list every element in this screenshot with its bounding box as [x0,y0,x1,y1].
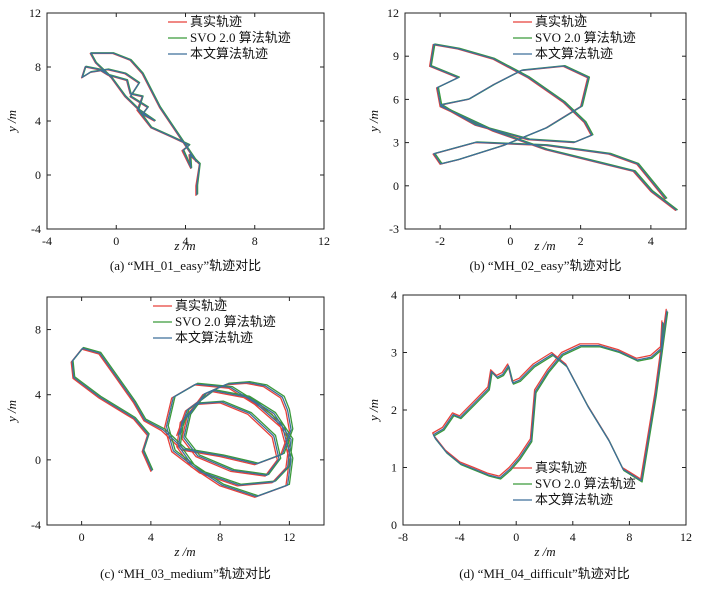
chart-caption: (c) “MH_03_medium”轨迹对比 [100,566,271,581]
y-tick-label: 8 [35,323,41,337]
plot-frame [46,12,325,230]
x-tick-label: 4 [183,234,189,248]
x-tick-label: 2 [578,234,584,248]
y-tick-label: 4 [35,114,41,128]
legend-entry: SVO 2.0 算法轨迹 [190,30,291,45]
y-tick-label: -3 [389,222,399,236]
y-axis-label: y /m [4,110,19,134]
legend-entry: 真实轨迹 [190,14,242,29]
series-line-2 [81,52,201,195]
chart-caption: (b) “MH_02_easy”轨迹对比 [470,258,622,273]
x-tick-label: -8 [398,530,408,544]
series-line-1 [70,348,291,498]
legend-entry: SVO 2.0 算法轨迹 [535,476,636,491]
legend-entry: 本文算法轨迹 [535,46,613,61]
x-tick-label: 8 [626,530,632,544]
plot-frame [404,12,687,230]
x-tick-label: 0 [513,530,519,544]
x-tick-label: -4 [42,234,52,248]
series-line-2 [433,311,669,483]
x-tick-label: 0 [113,234,119,248]
x-tick-label: 12 [318,234,330,248]
y-tick-label: 0 [393,179,399,193]
y-tick-label: 3 [391,346,397,360]
x-tick-label: 12 [283,530,295,544]
y-tick-label: 3 [393,136,399,150]
legend-entry: 真实轨迹 [175,298,227,313]
x-tick-label: 12 [680,530,692,544]
chart-caption: (a) “MH_01_easy”轨迹对比 [110,258,261,273]
legend-entry: SVO 2.0 算法轨迹 [175,314,276,329]
x-tick-label: -4 [455,530,465,544]
series-line-3 [432,310,668,482]
chart-caption: (d) “MH_04_difficult”轨迹对比 [459,566,630,581]
x-tick-label: 4 [148,530,154,544]
y-tick-label: 6 [393,92,399,106]
series-line-3 [81,52,201,196]
series-line-1 [80,52,201,196]
y-tick-label: 8 [35,60,41,74]
y-tick-label: 1 [391,461,397,475]
x-axis-label: z /m [533,238,555,253]
y-tick-label: -4 [31,222,41,236]
series-line-3 [429,43,677,211]
y-axis-label: y /m [366,110,381,134]
legend-entry: 本文算法轨迹 [535,492,613,507]
legend-entry: 本文算法轨迹 [190,46,268,61]
plot-frame [46,296,325,526]
x-tick-label: 4 [570,530,576,544]
x-tick-label: 4 [648,234,654,248]
series-line-2 [430,43,678,211]
y-tick-label: 4 [35,388,41,402]
legend-entry: SVO 2.0 算法轨迹 [535,30,636,45]
series-line-3 [71,347,292,498]
x-tick-label: -2 [435,234,445,248]
y-tick-label: 2 [391,403,397,417]
y-tick-label: 9 [393,49,399,63]
y-tick-label: 0 [35,168,41,182]
y-tick-label: 0 [391,518,397,532]
x-tick-label: 8 [252,234,258,248]
y-tick-label: 4 [391,288,397,302]
legend-entry: 真实轨迹 [535,14,587,29]
x-axis-label: z /m [173,238,195,253]
x-tick-label: 0 [79,530,85,544]
y-tick-label: 12 [387,6,399,20]
y-tick-label: 0 [35,453,41,467]
x-tick-label: 8 [217,530,223,544]
y-axis-label: y /m [366,399,381,423]
x-axis-label: z /m [533,544,555,559]
series-line-1 [428,44,677,211]
x-axis-label: z /m [173,544,195,559]
series-line-1 [432,308,667,480]
legend-entry: 真实轨迹 [535,460,587,475]
y-tick-label: -4 [31,518,41,532]
legend-entry: 本文算法轨迹 [175,330,253,345]
x-tick-label: 0 [507,234,513,248]
y-tick-label: 12 [29,6,41,20]
y-axis-label: y /m [4,400,19,424]
